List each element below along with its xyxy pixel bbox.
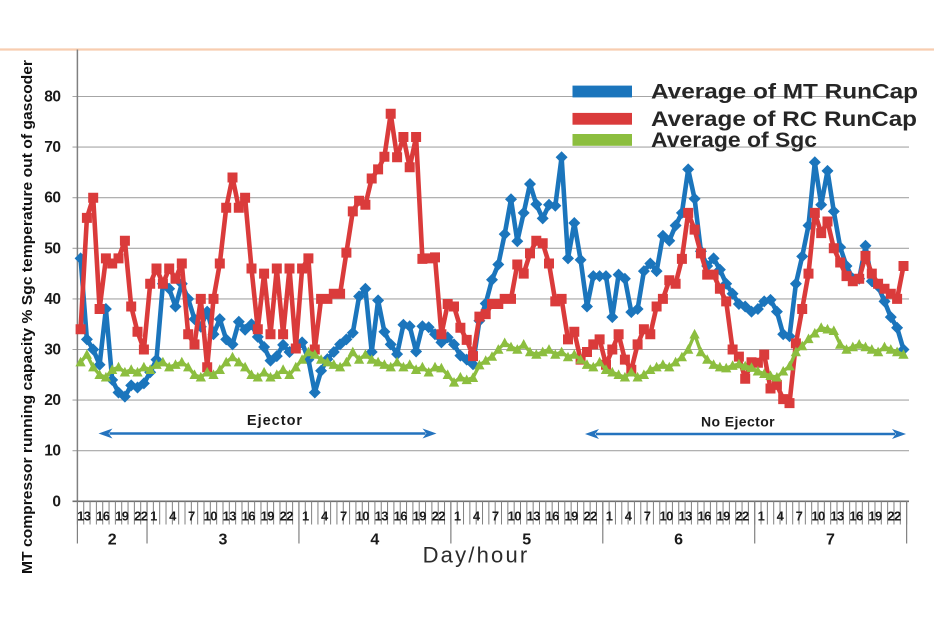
svg-text:16: 16 (394, 509, 408, 524)
svg-text:22: 22 (134, 509, 148, 524)
svg-text:19: 19 (716, 509, 730, 524)
svg-text:19: 19 (868, 509, 882, 524)
svg-text:13: 13 (375, 509, 389, 524)
svg-text:5: 5 (522, 532, 531, 549)
svg-text:Average of RC RunCap: Average of RC RunCap (651, 107, 917, 131)
svg-text:10: 10 (204, 509, 218, 524)
svg-text:16: 16 (96, 509, 110, 524)
svg-text:22: 22 (735, 509, 749, 524)
svg-text:40: 40 (44, 291, 60, 308)
svg-text:7: 7 (492, 509, 499, 524)
svg-text:1: 1 (150, 509, 157, 524)
svg-text:13: 13 (223, 509, 237, 524)
svg-text:No Ejector: No Ejector (701, 414, 775, 430)
svg-text:2: 2 (108, 532, 117, 549)
svg-text:80: 80 (44, 89, 60, 106)
svg-text:22: 22 (432, 509, 446, 524)
svg-text:60: 60 (44, 190, 60, 207)
svg-text:10: 10 (811, 509, 825, 524)
svg-text:1: 1 (454, 509, 461, 524)
svg-text:Ejector: Ejector (247, 413, 303, 429)
svg-text:Average of Sgc: Average of Sgc (651, 128, 817, 152)
svg-text:70: 70 (44, 139, 60, 156)
svg-text:7: 7 (826, 532, 835, 549)
svg-text:6: 6 (674, 532, 683, 549)
svg-text:10: 10 (356, 509, 370, 524)
svg-text:13: 13 (678, 509, 692, 524)
svg-text:7: 7 (340, 509, 347, 524)
svg-text:10: 10 (44, 443, 60, 460)
svg-text:19: 19 (413, 509, 427, 524)
svg-text:19: 19 (115, 509, 129, 524)
svg-text:1: 1 (606, 509, 613, 524)
svg-text:19: 19 (261, 509, 275, 524)
svg-text:16: 16 (849, 509, 863, 524)
svg-text:7: 7 (644, 509, 651, 524)
svg-text:4: 4 (370, 532, 379, 549)
svg-text:10: 10 (659, 509, 673, 524)
svg-text:4: 4 (473, 509, 481, 524)
svg-text:22: 22 (583, 509, 597, 524)
svg-text:16: 16 (242, 509, 256, 524)
svg-text:3: 3 (219, 532, 228, 549)
svg-text:22: 22 (280, 509, 294, 524)
svg-text:20: 20 (44, 392, 60, 409)
svg-text:4: 4 (321, 509, 329, 524)
svg-text:4: 4 (777, 509, 785, 524)
svg-text:13: 13 (527, 509, 541, 524)
svg-text:4: 4 (169, 509, 177, 524)
svg-text:13: 13 (77, 509, 91, 524)
svg-text:30: 30 (44, 342, 60, 359)
svg-text:1: 1 (758, 509, 765, 524)
svg-text:7: 7 (796, 509, 803, 524)
svg-text:1: 1 (302, 509, 309, 524)
svg-text:50: 50 (44, 240, 60, 257)
svg-text:Average of MT RunCap: Average of MT RunCap (651, 80, 918, 104)
svg-text:MT compressor running capacity: MT compressor running capacity % Sgc tem… (20, 60, 36, 574)
svg-text:19: 19 (564, 509, 578, 524)
svg-text:0: 0 (52, 493, 60, 510)
svg-text:16: 16 (545, 509, 559, 524)
svg-text:22: 22 (887, 509, 901, 524)
svg-text:10: 10 (508, 509, 522, 524)
svg-text:Day/hour: Day/hour (423, 543, 530, 568)
svg-text:4: 4 (625, 509, 633, 524)
svg-text:13: 13 (830, 509, 844, 524)
svg-text:7: 7 (188, 509, 195, 524)
svg-text:16: 16 (697, 509, 711, 524)
